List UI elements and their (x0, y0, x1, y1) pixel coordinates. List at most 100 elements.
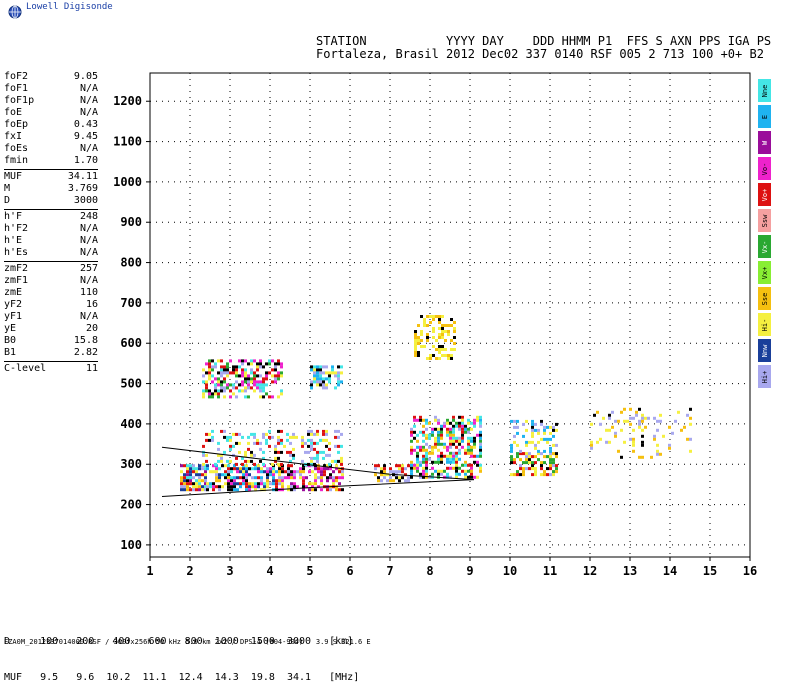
echo-pixel (287, 488, 290, 492)
echo-pixel (287, 467, 290, 471)
param-value: N/A (79, 143, 98, 154)
echo-pixel (441, 354, 444, 357)
echo-pixel (593, 413, 596, 417)
echo-pixel (189, 467, 192, 471)
echo-pixel (241, 383, 244, 387)
echo-pixel (271, 380, 274, 384)
echo-pixel (334, 374, 337, 378)
echo-pixel (293, 488, 296, 492)
echo-pixel (431, 472, 434, 476)
y-tick-label: 300 (120, 457, 142, 471)
echo-pixel (410, 475, 413, 479)
param-name: foE (4, 107, 23, 118)
echo-pixel (444, 348, 447, 351)
param-value: 16 (85, 299, 98, 310)
echo-pixel (227, 467, 230, 471)
param-row-foe: foE N/A (4, 107, 98, 119)
echo-pixel (638, 455, 641, 459)
echo-pixel (253, 380, 256, 384)
echo-pixel (214, 392, 217, 396)
echo-pixel (272, 473, 275, 477)
echo-pixel (205, 380, 208, 384)
echo-pixel (233, 467, 236, 471)
echo-pixel (262, 377, 265, 381)
echo-pixel (479, 418, 482, 422)
echo-pixel (206, 482, 209, 486)
param-name: zmF1 (4, 275, 29, 286)
echo-pixel (241, 456, 244, 460)
echo-pixel (337, 459, 340, 463)
echo-pixel (314, 476, 317, 480)
echo-pixel (438, 357, 441, 360)
echo-pixel (235, 456, 238, 460)
echo-pixel (256, 374, 259, 378)
echo-pixel (417, 351, 420, 354)
echo-pixel (435, 348, 438, 351)
echo-pixel (446, 433, 449, 437)
echo-pixel (432, 315, 435, 318)
echo-pixel (449, 427, 452, 431)
echo-pixel (522, 452, 525, 456)
echo-pixel (546, 467, 549, 471)
echo-pixel (195, 488, 198, 492)
echo-pixel (277, 374, 280, 378)
file-info-footer: FZA0M_2012337014000.RSF / 300fx256h 50 k… (4, 638, 371, 646)
echo-pixel (313, 380, 316, 384)
param-separator (4, 261, 98, 262)
echo-pixel (447, 354, 450, 357)
echo-pixel (632, 416, 635, 420)
echo-pixel (590, 446, 593, 450)
echo-pixel (244, 368, 247, 372)
echo-pixel (414, 342, 417, 345)
echo-pixel (208, 368, 211, 372)
header-columns: STATION YYYY DAY DDD HHMM P1 FFS S AXN P… (316, 34, 772, 48)
echo-pixel (398, 476, 401, 480)
echo-pixel (404, 479, 407, 483)
echo-pixel (281, 476, 284, 480)
echo-pixel (256, 438, 259, 442)
echo-pixel (275, 470, 278, 474)
echo-pixel (235, 368, 238, 372)
echo-pixel (238, 441, 241, 445)
echo-pixel (208, 365, 211, 369)
echo-pixel (322, 383, 325, 387)
echo-pixel (281, 485, 284, 489)
echo-pixel (425, 418, 428, 422)
echo-pixel (455, 457, 458, 461)
echo-pixel (510, 419, 513, 423)
echo-pixel (528, 455, 531, 459)
echo-pixel (229, 444, 232, 448)
echo-pixel (275, 479, 278, 483)
ionogram-plot: 1 2 3 4 5 6 7 8 9 10 11 12 13 14 15 1610020030040050060… (113, 72, 757, 578)
echo-pixel (425, 454, 428, 458)
echo-pixel (534, 467, 537, 471)
echo-pixel (432, 354, 435, 357)
echo-pixel (183, 482, 186, 486)
param-value: 15.8 (73, 335, 98, 346)
echo-cluster (310, 365, 343, 390)
echo-pixel (389, 467, 392, 471)
echo-pixel (226, 362, 229, 366)
echo-pixel (223, 380, 226, 384)
echo-pixel (608, 428, 611, 432)
echo-pixel (229, 389, 232, 393)
echo-pixel (329, 467, 332, 471)
echo-pixel (414, 348, 417, 351)
echo-pixel (446, 430, 449, 434)
echo-pixel (269, 482, 272, 486)
echo-pixel (443, 469, 446, 473)
echo-pixel (416, 463, 419, 467)
echo-pixel (419, 448, 422, 452)
echo-pixel (253, 383, 256, 387)
echo-pixel (253, 389, 256, 393)
echo-pixel (311, 470, 314, 474)
echo-pixel (340, 380, 343, 384)
echo-pixel (432, 336, 435, 339)
echo-pixel (265, 377, 268, 381)
echo-pixel (301, 435, 304, 439)
param-row-foes: foEs N/A (4, 143, 98, 155)
echo-pixel (241, 362, 244, 366)
echo-pixel (180, 488, 183, 492)
echo-pixel (304, 441, 307, 445)
param-name: zmE (4, 287, 23, 298)
